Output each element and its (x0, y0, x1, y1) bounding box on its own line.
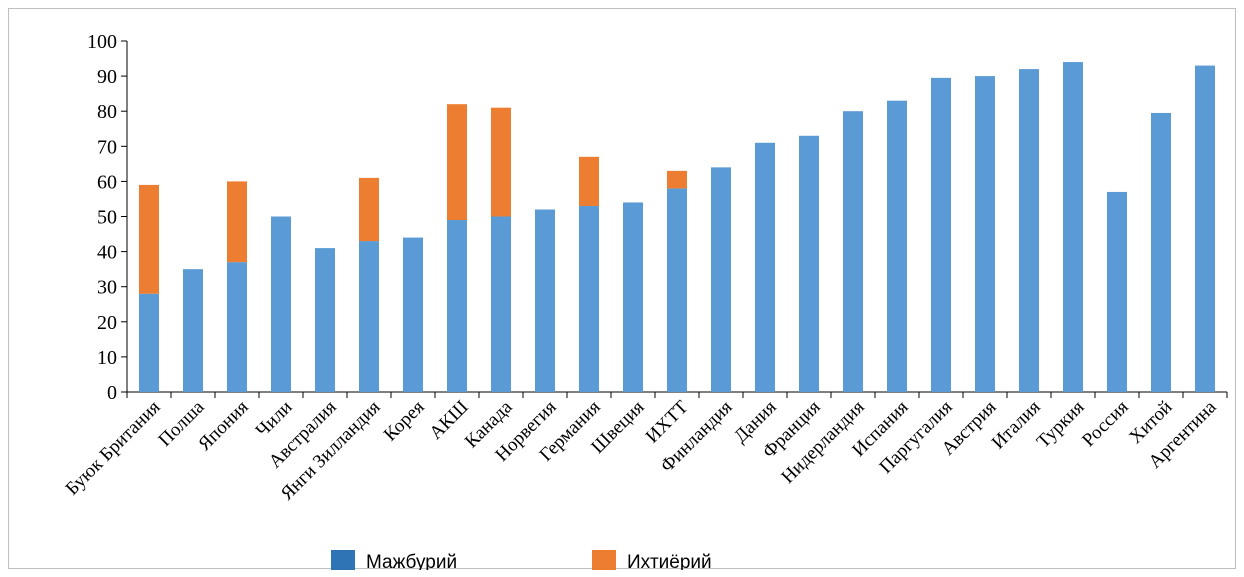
y-tick-label: 30 (97, 277, 117, 299)
x-category-label: Корея (380, 397, 429, 446)
legend: Мажбурий Ихтиёрий (331, 550, 712, 570)
legend-swatch-optional (592, 550, 616, 570)
y-tick-label: 10 (97, 347, 117, 369)
bar-mandatory (799, 135, 819, 392)
chart-frame: 0 10 20 30 40 50 60 70 80 90 100 Буюк Бритaния Полша… (8, 8, 1236, 570)
bar-mandatory (623, 202, 643, 392)
x-category-label: Италия (988, 397, 1045, 454)
y-tick-label: 100 (87, 31, 117, 53)
bar-optional (667, 170, 687, 189)
bar-mandatory (755, 142, 775, 392)
bar-mandatory (315, 248, 335, 392)
bar-mandatory (359, 241, 379, 392)
bar-mandatory (535, 209, 555, 392)
bar-mandatory (1151, 112, 1171, 392)
bar-mandatory (1063, 62, 1083, 393)
y-tick-label: 40 (97, 242, 117, 264)
legend-label-optional: Ихтиёрий (627, 552, 712, 570)
x-category-label: Россия (1078, 397, 1133, 452)
y-tick-label: 50 (97, 207, 117, 229)
bar-mandatory (271, 216, 291, 392)
bar-mandatory (1019, 69, 1039, 392)
x-category-label: Япония (194, 397, 252, 455)
bar-mandatory (975, 76, 995, 392)
bar-mandatory (579, 205, 599, 392)
bar-mandatory (403, 237, 423, 392)
bar-mandatory (711, 167, 731, 392)
bar-mandatory (1195, 65, 1215, 392)
bar-mandatory (843, 111, 863, 392)
bar-mandatory (447, 220, 467, 392)
bar-optional (491, 107, 511, 217)
bar-optional (447, 104, 467, 221)
y-tick-label: 70 (97, 136, 117, 158)
bar-mandatory (491, 216, 511, 392)
bar-optional (579, 156, 599, 206)
bars (139, 62, 1215, 393)
bar-mandatory (931, 77, 951, 392)
legend-label-mandatory: Мажбурий (366, 552, 457, 570)
legend-swatch-mandatory (331, 550, 355, 570)
bar-mandatory (183, 269, 203, 392)
y-tick-label: 90 (97, 66, 117, 88)
bar-mandatory (1107, 191, 1127, 392)
y-tick-label: 80 (97, 101, 117, 123)
bar-optional (359, 177, 379, 242)
y-tick-label: 0 (107, 382, 117, 404)
bar-optional (227, 181, 247, 263)
bar-mandatory (227, 262, 247, 392)
x-category-label: Туркия (1033, 397, 1089, 453)
y-tick-label: 20 (97, 312, 117, 334)
bar-mandatory (887, 100, 907, 393)
bar-mandatory (667, 188, 687, 392)
x-category-label: Буюк Бритaния (62, 397, 165, 500)
bar-mandatory (139, 293, 159, 392)
bar-optional (139, 184, 159, 294)
y-tick-label: 60 (97, 171, 117, 193)
